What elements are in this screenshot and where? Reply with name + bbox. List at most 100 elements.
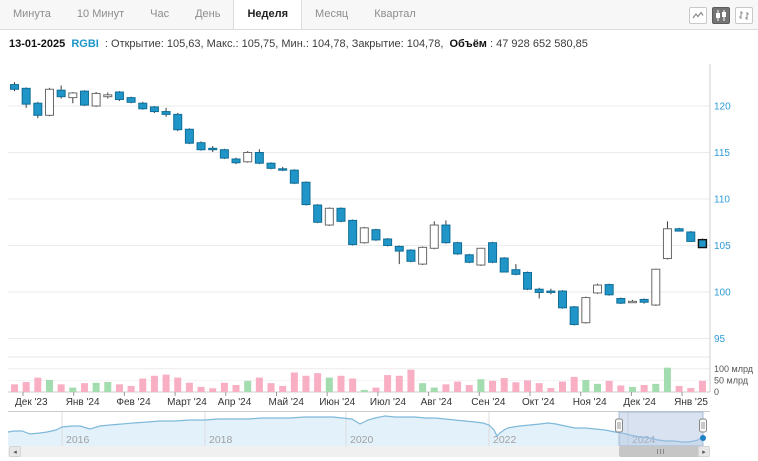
- month-label: Фев '24: [116, 397, 151, 408]
- candle-body: [208, 147, 218, 151]
- line-chart-icon[interactable]: [689, 7, 707, 24]
- candle-body: [196, 142, 206, 151]
- month-label: Март '24: [167, 397, 207, 408]
- candle-body: [662, 228, 672, 260]
- candle-body: [639, 298, 649, 303]
- volume-bar: [232, 385, 240, 392]
- price-axis-label: 105: [714, 241, 731, 252]
- volume-bar: [162, 374, 170, 392]
- candle-body: [627, 300, 637, 304]
- volume-bar: [279, 385, 287, 392]
- candle-body: [243, 152, 253, 163]
- month-label: Апр '24: [218, 397, 252, 408]
- tab-interval-4[interactable]: Неделя: [233, 0, 303, 29]
- volume-bar: [267, 383, 275, 392]
- ohlc-chart-icon[interactable]: [735, 7, 753, 24]
- info-volume-label: Объём: [449, 38, 487, 50]
- candle-body: [91, 92, 101, 107]
- candle-body: [289, 169, 299, 184]
- scroll-thumb[interactable]: [619, 446, 701, 457]
- volume-bar: [127, 385, 135, 392]
- month-label: Май '24: [269, 397, 305, 408]
- volume-bar: [290, 372, 298, 392]
- tab-interval-0[interactable]: Минута: [13, 8, 51, 20]
- candle-body: [371, 229, 381, 241]
- volume-bar: [535, 383, 543, 392]
- month-label: Янв '25: [674, 397, 708, 408]
- line-chart-glyph: [692, 10, 704, 18]
- volume-bar: [69, 387, 77, 392]
- volume-bar: [547, 388, 555, 392]
- volume-bar: [675, 385, 683, 392]
- volume-bar: [395, 375, 403, 392]
- candle-body: [359, 227, 369, 244]
- candle-body: [651, 268, 661, 306]
- price-axis-label: 95: [714, 334, 726, 345]
- volume-bar: [349, 378, 357, 392]
- scroll-right-button[interactable]: ▸: [698, 446, 710, 457]
- navigator-selection[interactable]: [618, 411, 704, 447]
- candle-body: [44, 88, 54, 116]
- volume-bar: [139, 378, 147, 392]
- tab-interval-5[interactable]: Месяц: [315, 8, 349, 20]
- h-scrollbar[interactable]: ◂ ▸: [8, 446, 710, 457]
- candle-body: [383, 238, 393, 247]
- candle-body: [10, 84, 19, 90]
- candle-body: [173, 113, 183, 131]
- candle-body: [418, 246, 428, 265]
- candle-body: [301, 181, 311, 206]
- volume-bar: [11, 384, 18, 392]
- month-label: Июн '24: [319, 397, 355, 408]
- month-label: Янв '24: [66, 397, 100, 408]
- candle-body: [266, 162, 276, 169]
- scroll-left-button[interactable]: ◂: [9, 446, 21, 457]
- navigator-last-point: [700, 435, 706, 441]
- volume-bar: [582, 379, 590, 392]
- candle-body: [558, 290, 568, 309]
- volume-axis-label: 100 млрд: [714, 364, 754, 374]
- tab-interval-2[interactable]: Час: [150, 8, 170, 20]
- volume-bar: [465, 385, 473, 392]
- candle-current: [697, 238, 708, 249]
- chart-type-switcher: [689, 7, 753, 24]
- candle-body: [184, 128, 194, 144]
- tab-interval-1[interactable]: 10 Минут: [76, 8, 125, 20]
- volume-bar: [197, 386, 205, 392]
- volume-bar: [57, 384, 65, 392]
- volume-bar: [640, 385, 648, 392]
- candle-body: [79, 90, 89, 106]
- volume-bar: [430, 387, 438, 392]
- volume-bar: [45, 379, 53, 392]
- navigator-handle-left[interactable]: [615, 418, 623, 433]
- candle-body: [523, 271, 533, 290]
- volume-bar: [360, 389, 368, 392]
- candle-body: [126, 97, 136, 103]
- volume-bar: [477, 379, 485, 392]
- volume-bar: [663, 367, 671, 392]
- candlestick-chart-icon[interactable]: [712, 7, 730, 24]
- volume-bar: [594, 383, 601, 392]
- volume-bar: [570, 376, 578, 392]
- volume-bar: [454, 381, 462, 392]
- month-label: Ноя '24: [573, 397, 607, 408]
- navigator-handle-right[interactable]: [699, 418, 707, 433]
- candle-body: [68, 92, 78, 99]
- volume-bar: [419, 383, 427, 392]
- price-axis-label: 115: [714, 148, 730, 159]
- candle-body: [464, 254, 474, 263]
- month-label: Июл '24: [370, 397, 407, 408]
- candle-body: [686, 231, 696, 242]
- candle-body: [511, 269, 521, 275]
- candle-body: [546, 290, 556, 293]
- volume-bar: [407, 369, 415, 392]
- tab-interval-6[interactable]: Квартал: [374, 8, 416, 20]
- candle-body: [569, 306, 579, 326]
- ohlc-info-line: 13-01-2025 RGBI : Открытие: 105,63, Макс…: [9, 38, 588, 50]
- navigator-year-label: 2018: [209, 434, 233, 446]
- volume-bar: [115, 384, 123, 392]
- navigator-year-label: 2020: [350, 434, 374, 446]
- tab-interval-3[interactable]: День: [195, 8, 221, 20]
- candle-body: [33, 102, 43, 116]
- interval-tabs: Минута 10 Минут Час День Неделя Месяц Квартал: [0, 0, 758, 30]
